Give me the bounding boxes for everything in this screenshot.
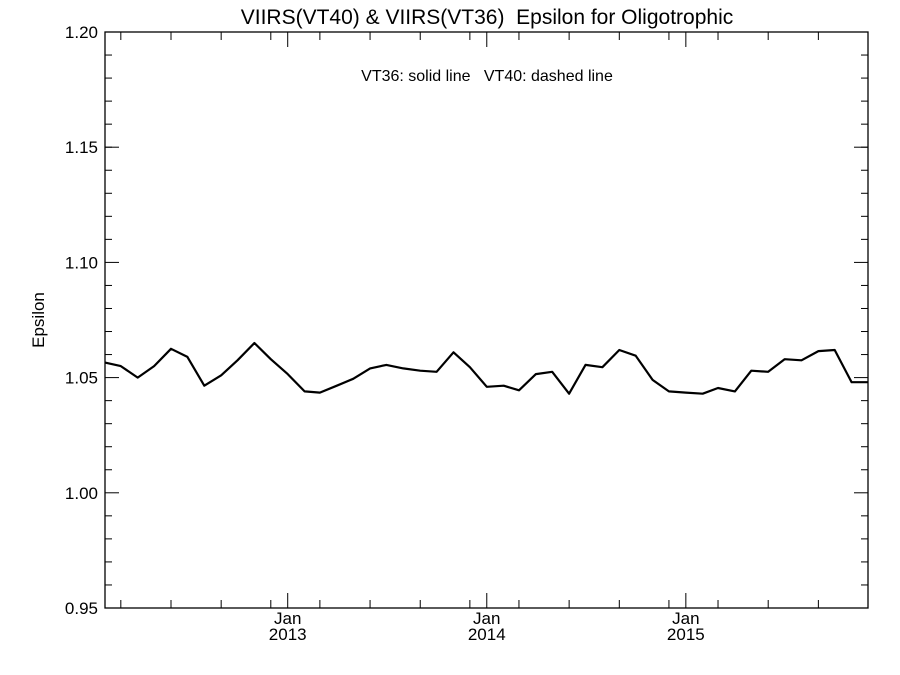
y-tick-label: 0.95 (65, 599, 98, 618)
chart-title: VIIRS(VT40) & VIIRS(VT36) Epsilon for Ol… (241, 6, 734, 29)
x-tick-month-label: Jan (473, 609, 500, 628)
y-tick-label: 1.00 (65, 484, 98, 503)
x-tick-year-label: 2014 (468, 625, 506, 644)
x-tick-month-label: Jan (672, 609, 699, 628)
chart-annotation: VT36: solid line VT40: dashed line (361, 68, 613, 85)
x-tick-month-label: Jan (274, 609, 301, 628)
x-tick-year-label: 2013 (269, 625, 307, 644)
series-layer (104, 341, 868, 395)
x-tick-year-label: 2015 (667, 625, 705, 644)
y-axis-label: Epsilon (29, 292, 48, 348)
plot-frame (104, 31, 869, 609)
y-tick-label: 1.10 (65, 253, 98, 272)
series-line-vt36 (104, 341, 868, 395)
y-tick-label: 1.15 (65, 138, 98, 157)
y-tick-label: 1.05 (65, 369, 98, 388)
y-tick-label: 1.20 (65, 23, 98, 42)
y-axis: 0.95 1.00 1.05 1.10 1.15 1.20 (65, 23, 868, 618)
